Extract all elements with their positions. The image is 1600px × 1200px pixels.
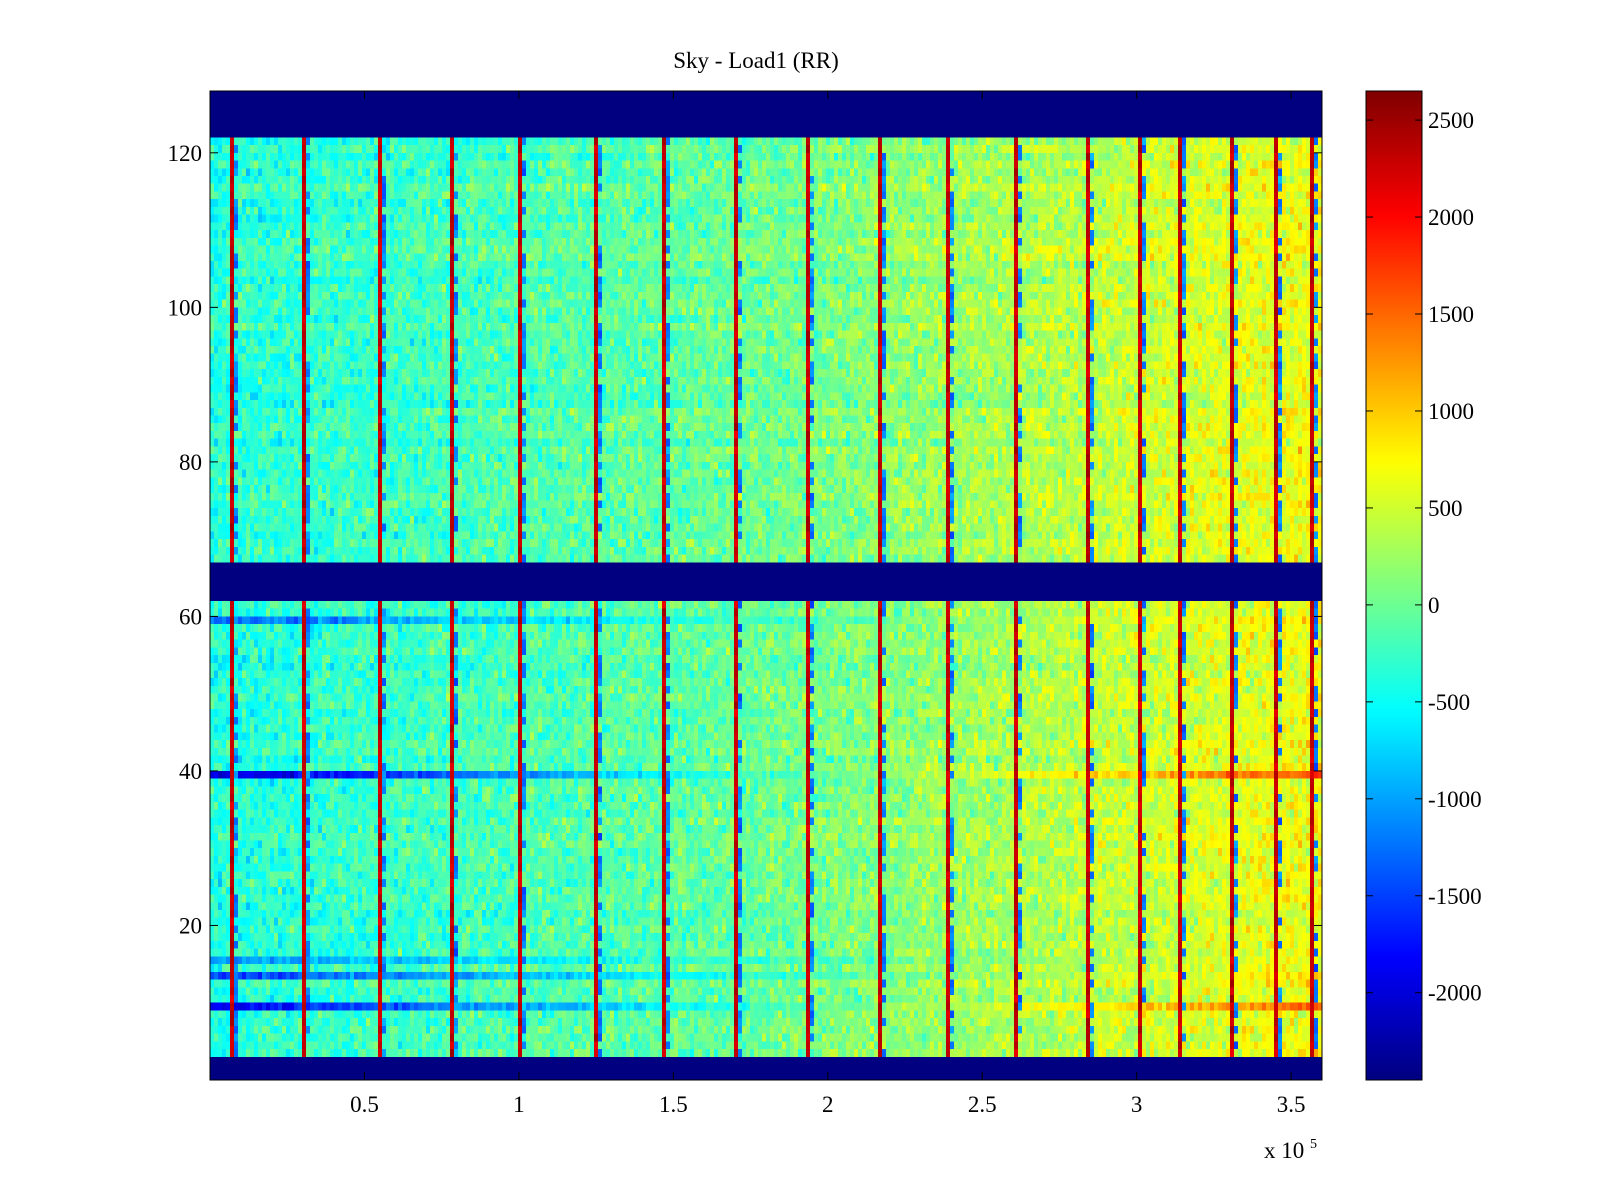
colorbar-tick-label: 1000 xyxy=(1428,399,1474,424)
colorbar-tick-label: -500 xyxy=(1428,690,1470,715)
colorbar-axis: 2500 2000 1500 1000 500 0 -500 -1000 -1500 -2000 xyxy=(1366,108,1482,1006)
x-exponent-label: x 10 5 xyxy=(1264,1137,1317,1163)
chart-title: Sky - Load1 (RR) xyxy=(673,48,838,73)
plot-axes-frame xyxy=(209,90,1323,1081)
x-tick-label: 3 xyxy=(1131,1092,1143,1117)
x-tick-label: 0.5 xyxy=(350,1092,379,1117)
colorbar-tick-label: -1500 xyxy=(1428,884,1482,909)
x-exponent-value: 5 xyxy=(1310,1137,1317,1152)
y-tick-label: 80 xyxy=(179,450,202,475)
colorbar-frame xyxy=(1365,90,1423,1081)
x-axis: 0.5 1 1.5 2 2.5 3 3.5 xyxy=(350,91,1305,1117)
y-tick-label: 40 xyxy=(179,759,202,784)
colorbar-tick-label: 2500 xyxy=(1428,108,1474,133)
x-tick-label: 2 xyxy=(822,1092,834,1117)
colorbar-tick-label: -2000 xyxy=(1428,981,1482,1006)
x-tick-label: 1 xyxy=(513,1092,525,1117)
x-exponent-prefix: x 10 xyxy=(1264,1138,1304,1163)
heatmap-image xyxy=(210,91,1322,1080)
y-tick-label: 60 xyxy=(179,604,202,629)
y-tick-label: 100 xyxy=(168,295,203,320)
colorbar-tick-label: 500 xyxy=(1428,496,1463,521)
y-tick-label: 120 xyxy=(168,141,203,166)
y-tick-label: 20 xyxy=(179,913,202,938)
colorbar-tick-label: 0 xyxy=(1428,593,1440,618)
x-tick-label: 3.5 xyxy=(1277,1092,1306,1117)
colorbar-tick-label: 1500 xyxy=(1428,302,1474,327)
y-axis: 20 40 60 80 100 120 xyxy=(168,141,1322,938)
x-tick-label: 2.5 xyxy=(968,1092,997,1117)
x-tick-label: 1.5 xyxy=(659,1092,688,1117)
colorbar-tick-label: -1000 xyxy=(1428,787,1482,812)
colorbar-tick-label: 2000 xyxy=(1428,205,1474,230)
colorbar-image xyxy=(1366,91,1422,1080)
